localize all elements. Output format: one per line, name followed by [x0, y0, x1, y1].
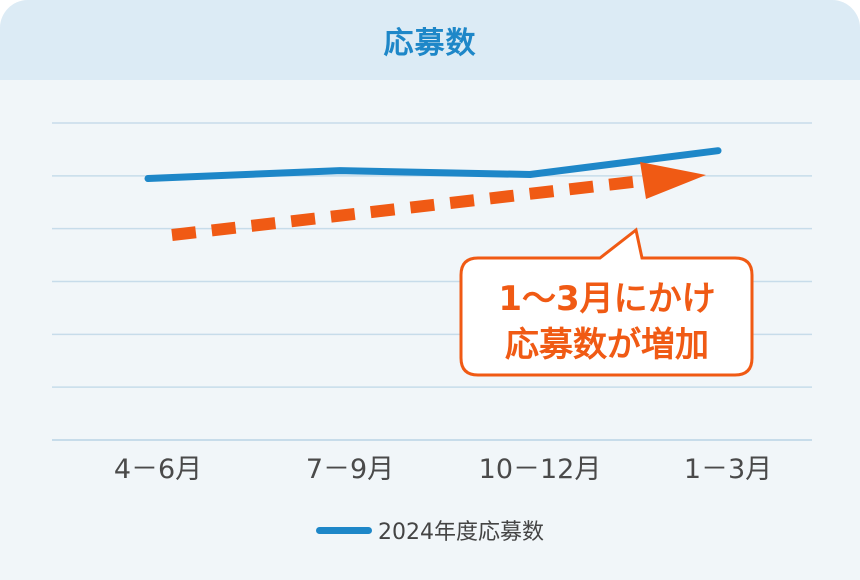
- legend: 2024年度応募数: [0, 514, 860, 546]
- callout-line-2: 応募数が増加: [505, 325, 709, 365]
- chart-header: 応募数: [0, 0, 860, 80]
- chart-title: 応募数: [383, 26, 477, 61]
- legend-swatch: [316, 526, 372, 534]
- x-tick-label: 4－6月: [114, 454, 202, 485]
- series-layer: [144, 147, 722, 182]
- x-axis-ticks: 4－6月 7－9月 10－12月 1－3月: [114, 454, 772, 485]
- callout-line-1: 1～3月にかけ: [498, 279, 715, 319]
- series-line: [144, 147, 722, 182]
- trend-arrow-line: [171, 174, 651, 241]
- callout-box: [459, 227, 754, 377]
- x-tick-label: 1－3月: [684, 454, 772, 485]
- legend-label: 2024年度応募数: [378, 520, 544, 545]
- x-tick-label: 10－12月: [479, 454, 602, 485]
- x-tick-label: 7－9月: [306, 454, 394, 485]
- annotation-layer: 1～3月にかけ 応募数が増加: [171, 162, 754, 377]
- trend-arrowhead: [640, 162, 706, 199]
